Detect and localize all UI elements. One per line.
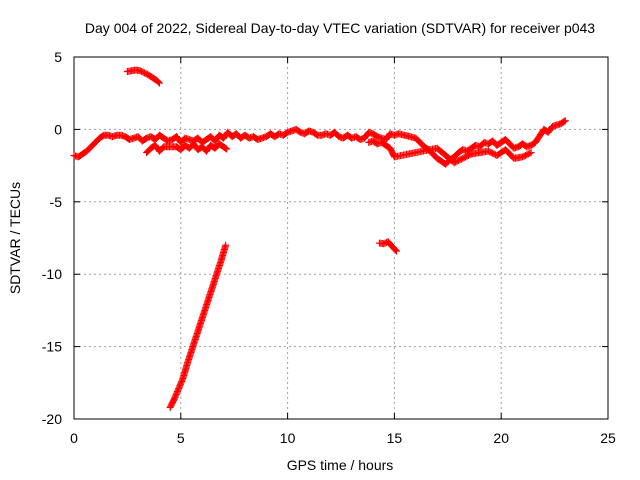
grid	[74, 57, 608, 419]
x-tick-label: 15	[387, 430, 403, 446]
y-tick-label: 5	[54, 49, 62, 65]
x-axis-label: GPS time / hours	[287, 457, 394, 473]
data-points	[70, 66, 569, 411]
axis-ticks: 0 5 10 15 20 25 5 0 -5 -10 -15 -20	[42, 49, 616, 446]
data-point	[560, 117, 568, 125]
data-point	[222, 241, 230, 249]
y-tick-label: 0	[54, 121, 62, 137]
y-axis-label: SDTVAR / TECUs	[7, 182, 23, 294]
data-point	[223, 145, 231, 153]
data-point	[222, 144, 230, 152]
x-tick-label: 20	[493, 430, 509, 446]
y-tick-label: -15	[42, 339, 62, 355]
x-tick-label: 0	[70, 430, 78, 446]
y-tick-label: -10	[42, 266, 62, 282]
plot-frame	[73, 56, 609, 420]
data-point	[527, 149, 535, 157]
data-point	[155, 79, 163, 87]
x-tick-label: 5	[177, 430, 185, 446]
data-point	[561, 117, 569, 125]
x-tick-label: 25	[600, 430, 616, 446]
x-tick-label: 10	[280, 430, 296, 446]
y-tick-label: -5	[50, 194, 63, 210]
y-tick-label: -20	[42, 411, 62, 427]
data-point	[154, 78, 162, 86]
data-point	[393, 247, 401, 255]
data-point	[391, 246, 399, 254]
chart-title: Day 004 of 2022, Sidereal Day-to-day VTE…	[85, 20, 595, 36]
data-point	[526, 149, 534, 157]
